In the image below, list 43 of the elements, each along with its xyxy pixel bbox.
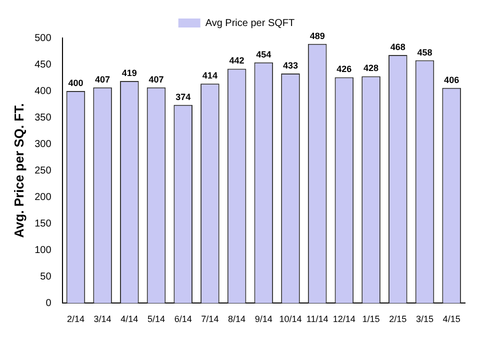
data-label: 414	[202, 70, 218, 81]
x-tick-label: 2/15	[389, 314, 407, 324]
data-label: 489	[310, 30, 325, 41]
y-tick-label: 300	[34, 138, 52, 150]
y-tick-label: 200	[34, 192, 52, 203]
x-tick-label: 9/14	[254, 314, 272, 324]
data-label: 468	[390, 42, 406, 52]
y-tick-label: 0	[46, 298, 52, 309]
data-label: 454	[256, 49, 272, 60]
x-tick-label: 3/14	[94, 314, 112, 324]
data-label: 407	[148, 74, 164, 84]
data-label: 442	[229, 56, 244, 66]
data-label: 433	[282, 60, 298, 71]
y-tick-label: 400	[34, 86, 52, 97]
data-label: 419	[122, 68, 137, 78]
x-tick-label: 5/14	[147, 314, 166, 324]
y-tick-label: 50	[40, 271, 52, 282]
x-tick-label: 1/15	[362, 314, 380, 324]
data-label: 428	[364, 63, 379, 74]
y-tick-label: 350	[34, 112, 52, 124]
y-tick-label: 500	[34, 32, 52, 44]
legend-label: Avg Price per SQFT	[205, 18, 295, 29]
y-tick-label: 100	[34, 244, 52, 256]
x-tick-label: 8/14	[228, 314, 246, 324]
y-tick-label: 150	[34, 218, 52, 230]
x-tick-label: 4/14	[120, 314, 138, 324]
x-tick-label: 7/14	[201, 314, 219, 324]
x-tick-label: 3/15	[416, 314, 434, 324]
data-label: 400	[68, 78, 84, 88]
x-tick-label: 12/14	[332, 314, 356, 324]
x-tick-label: 4/15	[442, 314, 460, 324]
x-tick-label: 10/14	[279, 314, 302, 324]
x-tick-label: 6/14	[174, 314, 192, 324]
y-axis-title: Avg. Price per SQ. FT.	[11, 103, 26, 238]
y-tick-label: 450	[34, 59, 52, 70]
x-tick-label: 2/14	[66, 314, 84, 324]
y-tick-label: 250	[34, 165, 52, 176]
data-label: 407	[95, 74, 110, 84]
data-label: 426	[336, 64, 352, 74]
data-label: 406	[444, 74, 460, 85]
x-tick-label: 11/14	[306, 314, 328, 324]
data-label: 458	[417, 47, 432, 58]
data-label: 374	[176, 92, 191, 102]
